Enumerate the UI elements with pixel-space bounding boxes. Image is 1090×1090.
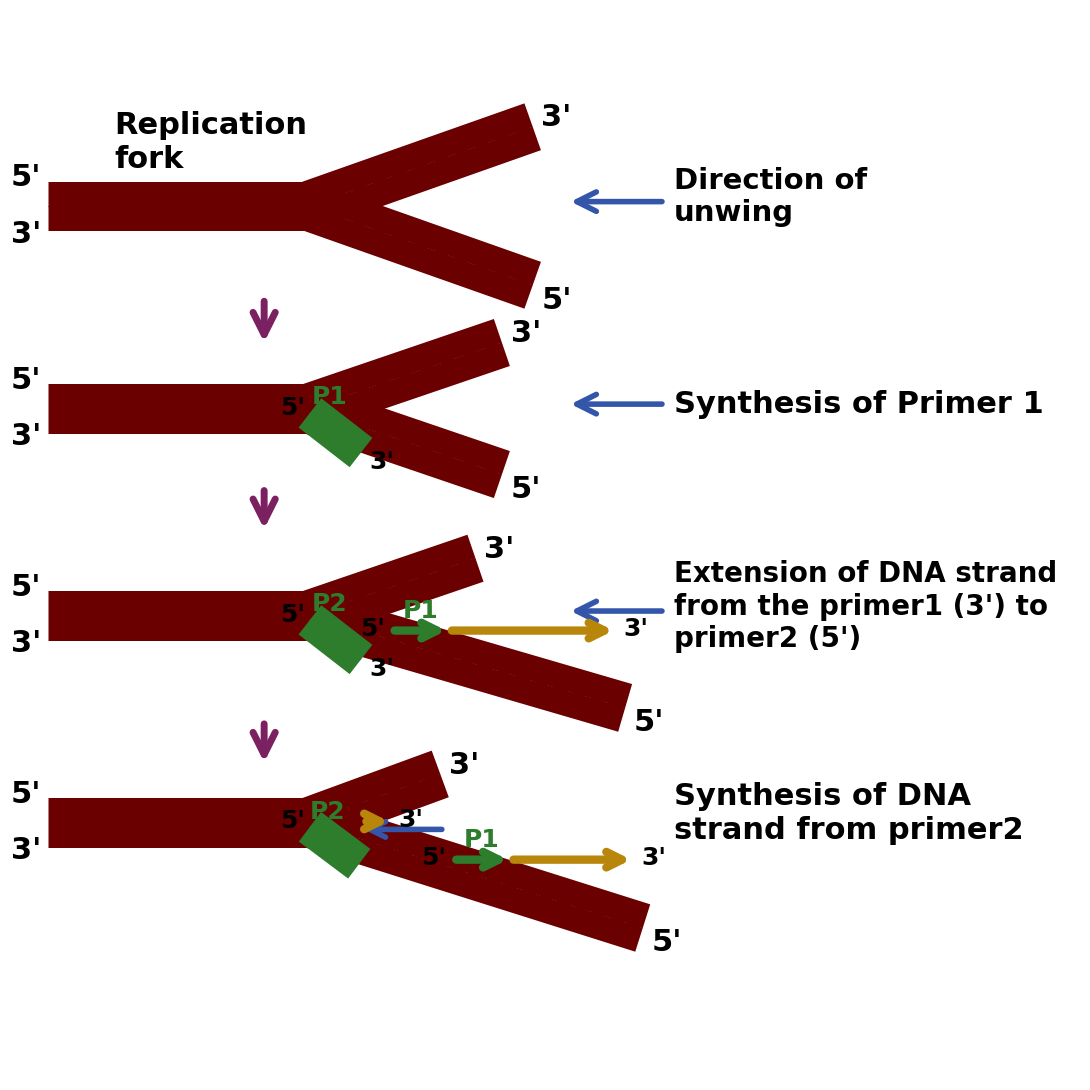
Text: 5': 5' bbox=[280, 603, 304, 627]
Text: P2: P2 bbox=[310, 800, 346, 824]
Text: 5': 5' bbox=[11, 572, 41, 602]
Text: 5': 5' bbox=[11, 779, 41, 809]
Text: 5': 5' bbox=[634, 708, 665, 737]
Text: Synthesis of Primer 1: Synthesis of Primer 1 bbox=[674, 389, 1043, 419]
Text: Replication
fork: Replication fork bbox=[114, 111, 307, 174]
Text: 3': 3' bbox=[11, 220, 41, 249]
Text: 5': 5' bbox=[360, 617, 385, 641]
Text: P2: P2 bbox=[312, 592, 347, 616]
Text: 5': 5' bbox=[511, 475, 541, 504]
Text: 3': 3' bbox=[449, 751, 480, 779]
Text: P1: P1 bbox=[402, 600, 438, 623]
Text: 5': 5' bbox=[422, 846, 447, 870]
Text: 3': 3' bbox=[11, 629, 41, 658]
Text: 3': 3' bbox=[484, 535, 514, 564]
Text: Extension of DNA strand
from the primer1 (3') to
primer2 (5'): Extension of DNA strand from the primer1… bbox=[674, 560, 1057, 653]
Text: 3': 3' bbox=[511, 319, 541, 348]
Text: 3': 3' bbox=[368, 450, 393, 474]
Text: 3': 3' bbox=[641, 846, 666, 870]
Text: 5': 5' bbox=[11, 164, 41, 192]
Text: 5': 5' bbox=[11, 366, 41, 395]
Text: P1: P1 bbox=[312, 385, 348, 409]
Text: 5': 5' bbox=[652, 929, 682, 957]
Text: 5': 5' bbox=[280, 810, 304, 834]
Text: Synthesis of DNA
strand from primer2: Synthesis of DNA strand from primer2 bbox=[674, 783, 1024, 845]
Text: 3': 3' bbox=[399, 808, 424, 832]
Text: 5': 5' bbox=[542, 286, 572, 315]
Text: P1: P1 bbox=[464, 828, 500, 852]
Text: 3': 3' bbox=[11, 422, 41, 451]
Text: 5': 5' bbox=[280, 396, 304, 420]
Text: 3': 3' bbox=[11, 836, 41, 865]
Text: Direction of
unwing: Direction of unwing bbox=[674, 167, 867, 228]
Text: 3': 3' bbox=[368, 657, 393, 681]
Text: 3': 3' bbox=[623, 617, 649, 641]
Text: 3': 3' bbox=[542, 104, 572, 133]
